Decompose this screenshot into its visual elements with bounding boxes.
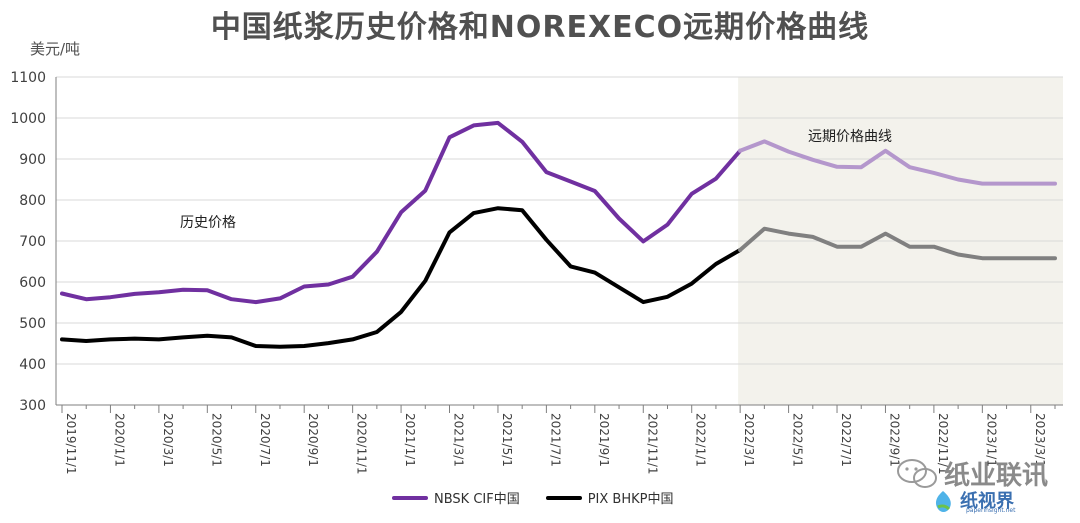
legend-item-nbsk: NBSK CIF中国 bbox=[392, 488, 520, 507]
x-tick-label: 2021/9/1 bbox=[597, 413, 611, 467]
y-tick-label: 1100 bbox=[10, 70, 46, 86]
chart-title: 中国纸浆历史价格和NOREXECO远期价格曲线 bbox=[210, 10, 870, 45]
x-tick-label: 2019/11/1 bbox=[64, 413, 78, 475]
brand-logo-icon bbox=[935, 491, 951, 512]
x-tick-label: 2021/5/1 bbox=[500, 413, 514, 467]
series-line-forward-1 bbox=[738, 226, 1057, 261]
y-tick-label: 700 bbox=[19, 234, 46, 250]
wechat-icon bbox=[897, 459, 937, 488]
series-line-historical-0 bbox=[60, 120, 743, 305]
legend-label-nbsk: NBSK CIF中国 bbox=[434, 492, 520, 507]
y-unit-label: 美元/吨 bbox=[30, 40, 81, 58]
x-tick-label: 2023/3/1 bbox=[1033, 413, 1047, 467]
y-tick-label: 500 bbox=[19, 316, 46, 332]
x-tick-label: 2022/9/1 bbox=[887, 413, 901, 467]
x-tick-label: 2023/1/1 bbox=[984, 413, 998, 467]
legend-swatch-pix bbox=[545, 495, 582, 500]
brand-name: 纸视界 bbox=[960, 491, 1014, 512]
series-line-historical-1 bbox=[60, 206, 743, 349]
watermark: 纸业联讯 纸视界 paperinsight.net bbox=[896, 455, 1066, 517]
brand-site: paperinsight.net bbox=[966, 507, 1016, 514]
axis-layer: 300 400 500 600 700 800 900 1000 1100 2019/11/1 20… bbox=[10, 70, 1063, 475]
y-tick-label: 1000 bbox=[10, 111, 46, 127]
x-tick-label: 2022/1/1 bbox=[694, 413, 708, 467]
x-tick-label: 2021/3/1 bbox=[452, 413, 466, 467]
annotation-historical: 历史价格 bbox=[180, 215, 236, 231]
annotation-forward: 远期价格曲线 bbox=[808, 129, 892, 145]
legend-label-pix: PIX BHKP中国 bbox=[587, 492, 674, 507]
wechat-account-name: 纸业联讯 bbox=[944, 461, 1049, 491]
x-tick-label: 2022/7/1 bbox=[839, 413, 853, 467]
x-tick-label: 2020/11/1 bbox=[355, 413, 369, 475]
x-tick-label: 2020/9/1 bbox=[306, 413, 320, 467]
x-tick-label: 2020/3/1 bbox=[161, 413, 175, 467]
x-tick-label: 2022/11/1 bbox=[936, 413, 950, 475]
x-tick-label: 2020/5/1 bbox=[209, 413, 223, 467]
label-layer: 历史价格 远期价格曲线 bbox=[180, 129, 892, 231]
y-tick-label: 900 bbox=[19, 152, 46, 168]
x-tick-label: 2020/1/1 bbox=[112, 413, 126, 467]
legend-swatch-nbsk bbox=[392, 495, 428, 500]
legend: NBSK CIF中国 PIX BHKP中国 bbox=[392, 488, 700, 507]
y-tick-label: 300 bbox=[19, 398, 46, 414]
series-line-forward-0 bbox=[738, 139, 1057, 186]
y-tick-label: 800 bbox=[19, 193, 46, 209]
y-tick-label: 600 bbox=[19, 275, 46, 291]
x-tick-label: 2021/1/1 bbox=[403, 413, 417, 467]
x-tick-label: 2021/7/1 bbox=[548, 413, 562, 467]
x-tick-label: 2020/7/1 bbox=[258, 413, 272, 467]
series-layer bbox=[60, 120, 1057, 349]
y-tick-label: 400 bbox=[19, 357, 46, 373]
legend-item-pix: PIX BHKP中国 bbox=[545, 488, 674, 507]
x-tick-label: 2022/5/1 bbox=[791, 413, 805, 467]
x-tick-label: 2021/11/1 bbox=[645, 413, 659, 475]
x-tick-label: 2022/3/1 bbox=[742, 413, 756, 467]
